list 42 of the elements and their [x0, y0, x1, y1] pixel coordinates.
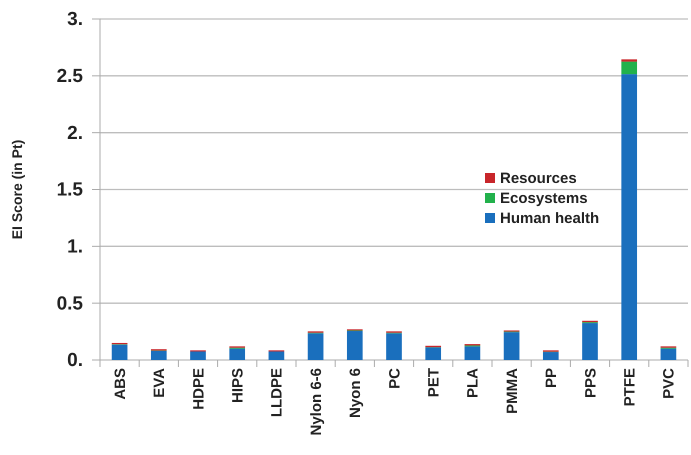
x-tick-label: PP — [543, 368, 560, 388]
bar — [660, 348, 676, 360]
bar — [346, 331, 363, 360]
x-tick-label: PVC — [660, 368, 678, 399]
y-tick-label: 1.5 — [56, 180, 84, 201]
y-tick-label: 0.5 — [56, 293, 84, 314]
y-tick-label: 0. — [67, 350, 83, 372]
y-axis-title: EI Score (in Pt) — [9, 140, 25, 240]
y-tick-label: 2.5 — [56, 66, 84, 87]
y-tick-label: 1. — [67, 236, 83, 258]
bar — [308, 333, 324, 360]
x-tick-label: PC — [386, 368, 404, 389]
bar — [621, 74, 638, 360]
bar — [386, 333, 402, 360]
bar — [112, 344, 128, 360]
bar — [464, 346, 480, 360]
y-tick-label: 3. — [67, 9, 83, 30]
bar — [582, 323, 598, 360]
bar — [190, 351, 206, 360]
legend-label: Human health — [500, 210, 600, 227]
x-tick-label: PLA — [464, 368, 482, 398]
x-tick-label: EVA — [151, 368, 168, 398]
y-tick-label: 2. — [67, 122, 83, 144]
x-tick-label: PPS — [582, 368, 600, 398]
x-tick-label: ABS — [112, 368, 129, 400]
legend-label: Resources — [500, 170, 577, 187]
x-tick-label: Nylon 6-6 — [308, 368, 325, 436]
bar — [425, 347, 442, 360]
x-tick-label: PET — [425, 368, 442, 398]
x-tick-label: LLDPE — [268, 368, 286, 418]
x-tick-label: Nyon 6 — [347, 368, 364, 418]
x-tick-label: HDPE — [190, 368, 208, 410]
x-tick-label: PMMA — [504, 368, 521, 414]
bar — [542, 352, 559, 360]
bar — [621, 62, 638, 74]
legend-label: Ecosystems — [500, 190, 588, 207]
x-tick-label: PTFE — [621, 368, 638, 406]
bar — [504, 332, 520, 360]
x-tick-label: HIPS — [229, 368, 246, 404]
bar — [268, 351, 284, 360]
bar — [150, 350, 167, 360]
bar — [229, 348, 246, 360]
